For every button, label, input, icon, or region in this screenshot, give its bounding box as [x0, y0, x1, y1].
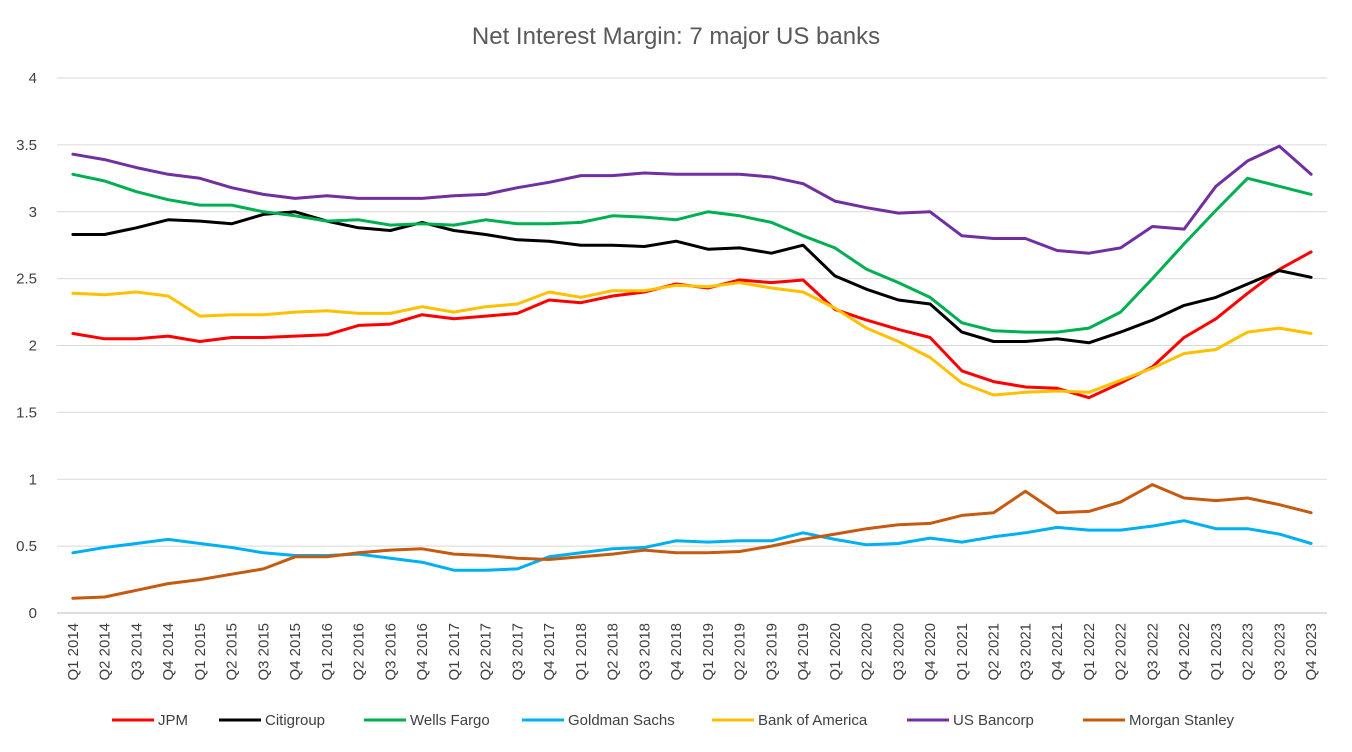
x-tick-label: Q4 2020 — [922, 623, 939, 681]
x-tick-label: Q1 2014 — [65, 623, 82, 681]
x-tick-label: Q1 2021 — [954, 623, 971, 681]
x-tick-label: Q1 2020 — [827, 623, 844, 681]
series-line-bank-of-america — [71, 281, 1313, 397]
x-tick-label: Q1 2015 — [192, 623, 209, 681]
x-tick-label: Q3 2015 — [255, 623, 272, 681]
x-tick-label: Q2 2018 — [605, 623, 622, 681]
legend-label: JPM — [158, 712, 188, 729]
x-tick-label: Q2 2019 — [732, 623, 749, 681]
y-tick-label: 3.5 — [16, 137, 37, 154]
x-tick-label: Q3 2014 — [128, 623, 145, 681]
y-tick-label: 2 — [29, 338, 37, 355]
series-line-morgan-stanley — [71, 483, 1313, 600]
series-line-us-bancorp — [71, 144, 1313, 255]
x-tick-label: Q3 2021 — [1017, 623, 1034, 681]
legend-label: Bank of America — [758, 712, 868, 729]
x-tick-label: Q2 2023 — [1240, 623, 1257, 681]
x-tick-label: Q3 2022 — [1144, 623, 1161, 681]
y-axis-ticks: 0 0.5 1 1.5 2 2.5 3 3.5 4 — [16, 70, 37, 622]
x-tick-label: Q2 2014 — [97, 623, 114, 681]
legend-label: Wells Fargo — [410, 712, 490, 729]
x-tick-label: Q2 2021 — [986, 623, 1003, 681]
legend-label: Morgan Stanley — [1129, 712, 1235, 729]
x-tick-label: Q3 2023 — [1271, 623, 1288, 681]
chart-title: Net Interest Margin: 7 major US banks — [472, 23, 880, 50]
legend-label: Goldman Sachs — [568, 712, 675, 729]
x-tick-label: Q4 2016 — [414, 623, 431, 681]
x-axis-ticks: Q1 2014 Q2 2014 Q3 2014 Q4 2014 Q1 2015 Q2 20… — [65, 623, 1320, 681]
x-tick-label: Q1 2019 — [700, 623, 717, 681]
x-tick-label: Q3 2018 — [636, 623, 653, 681]
legend-label: Citigroup — [265, 712, 325, 729]
y-tick-label: 1 — [29, 471, 37, 488]
y-tick-label: 4 — [29, 70, 37, 87]
x-tick-label: Q4 2014 — [160, 623, 177, 681]
x-tick-label: Q1 2016 — [319, 623, 336, 681]
x-tick-label: Q2 2022 — [1113, 623, 1130, 681]
x-tick-label: Q3 2016 — [382, 623, 399, 681]
x-tick-label: Q3 2019 — [763, 623, 780, 681]
legend: JPM Citigroup Wells Fargo Goldman Sachs Bank… — [112, 712, 1235, 729]
x-tick-label: Q4 2017 — [541, 623, 558, 681]
y-tick-label: 3 — [29, 204, 37, 221]
x-tick-label: Q2 2017 — [478, 623, 495, 681]
y-tick-label: 2.5 — [16, 271, 37, 288]
x-tick-label: Q4 2018 — [668, 623, 685, 681]
y-tick-label: 0 — [29, 605, 37, 622]
series-line-goldman-sachs — [71, 519, 1313, 572]
x-tick-label: Q1 2022 — [1081, 623, 1098, 681]
x-tick-label: Q1 2018 — [573, 623, 590, 681]
x-tick-label: Q4 2023 — [1303, 623, 1320, 681]
x-tick-label: Q2 2016 — [351, 623, 368, 681]
x-tick-label: Q1 2017 — [446, 623, 463, 681]
series-line-wells-fargo — [71, 172, 1313, 334]
x-tick-label: Q2 2015 — [224, 623, 241, 681]
gridlines — [57, 77, 1327, 614]
x-tick-label: Q4 2021 — [1049, 623, 1066, 681]
y-tick-label: 0.5 — [16, 538, 37, 555]
x-tick-label: Q3 2020 — [890, 623, 907, 681]
x-tick-label: Q1 2023 — [1208, 623, 1225, 681]
legend-label: US Bancorp — [953, 712, 1034, 729]
x-tick-label: Q4 2019 — [795, 623, 812, 681]
y-tick-label: 1.5 — [16, 404, 37, 421]
x-tick-label: Q4 2022 — [1176, 623, 1193, 681]
series-lines — [71, 144, 1313, 600]
x-tick-label: Q2 2020 — [859, 623, 876, 681]
x-tick-label: Q3 2017 — [509, 623, 526, 681]
x-tick-label: Q4 2015 — [287, 623, 304, 681]
